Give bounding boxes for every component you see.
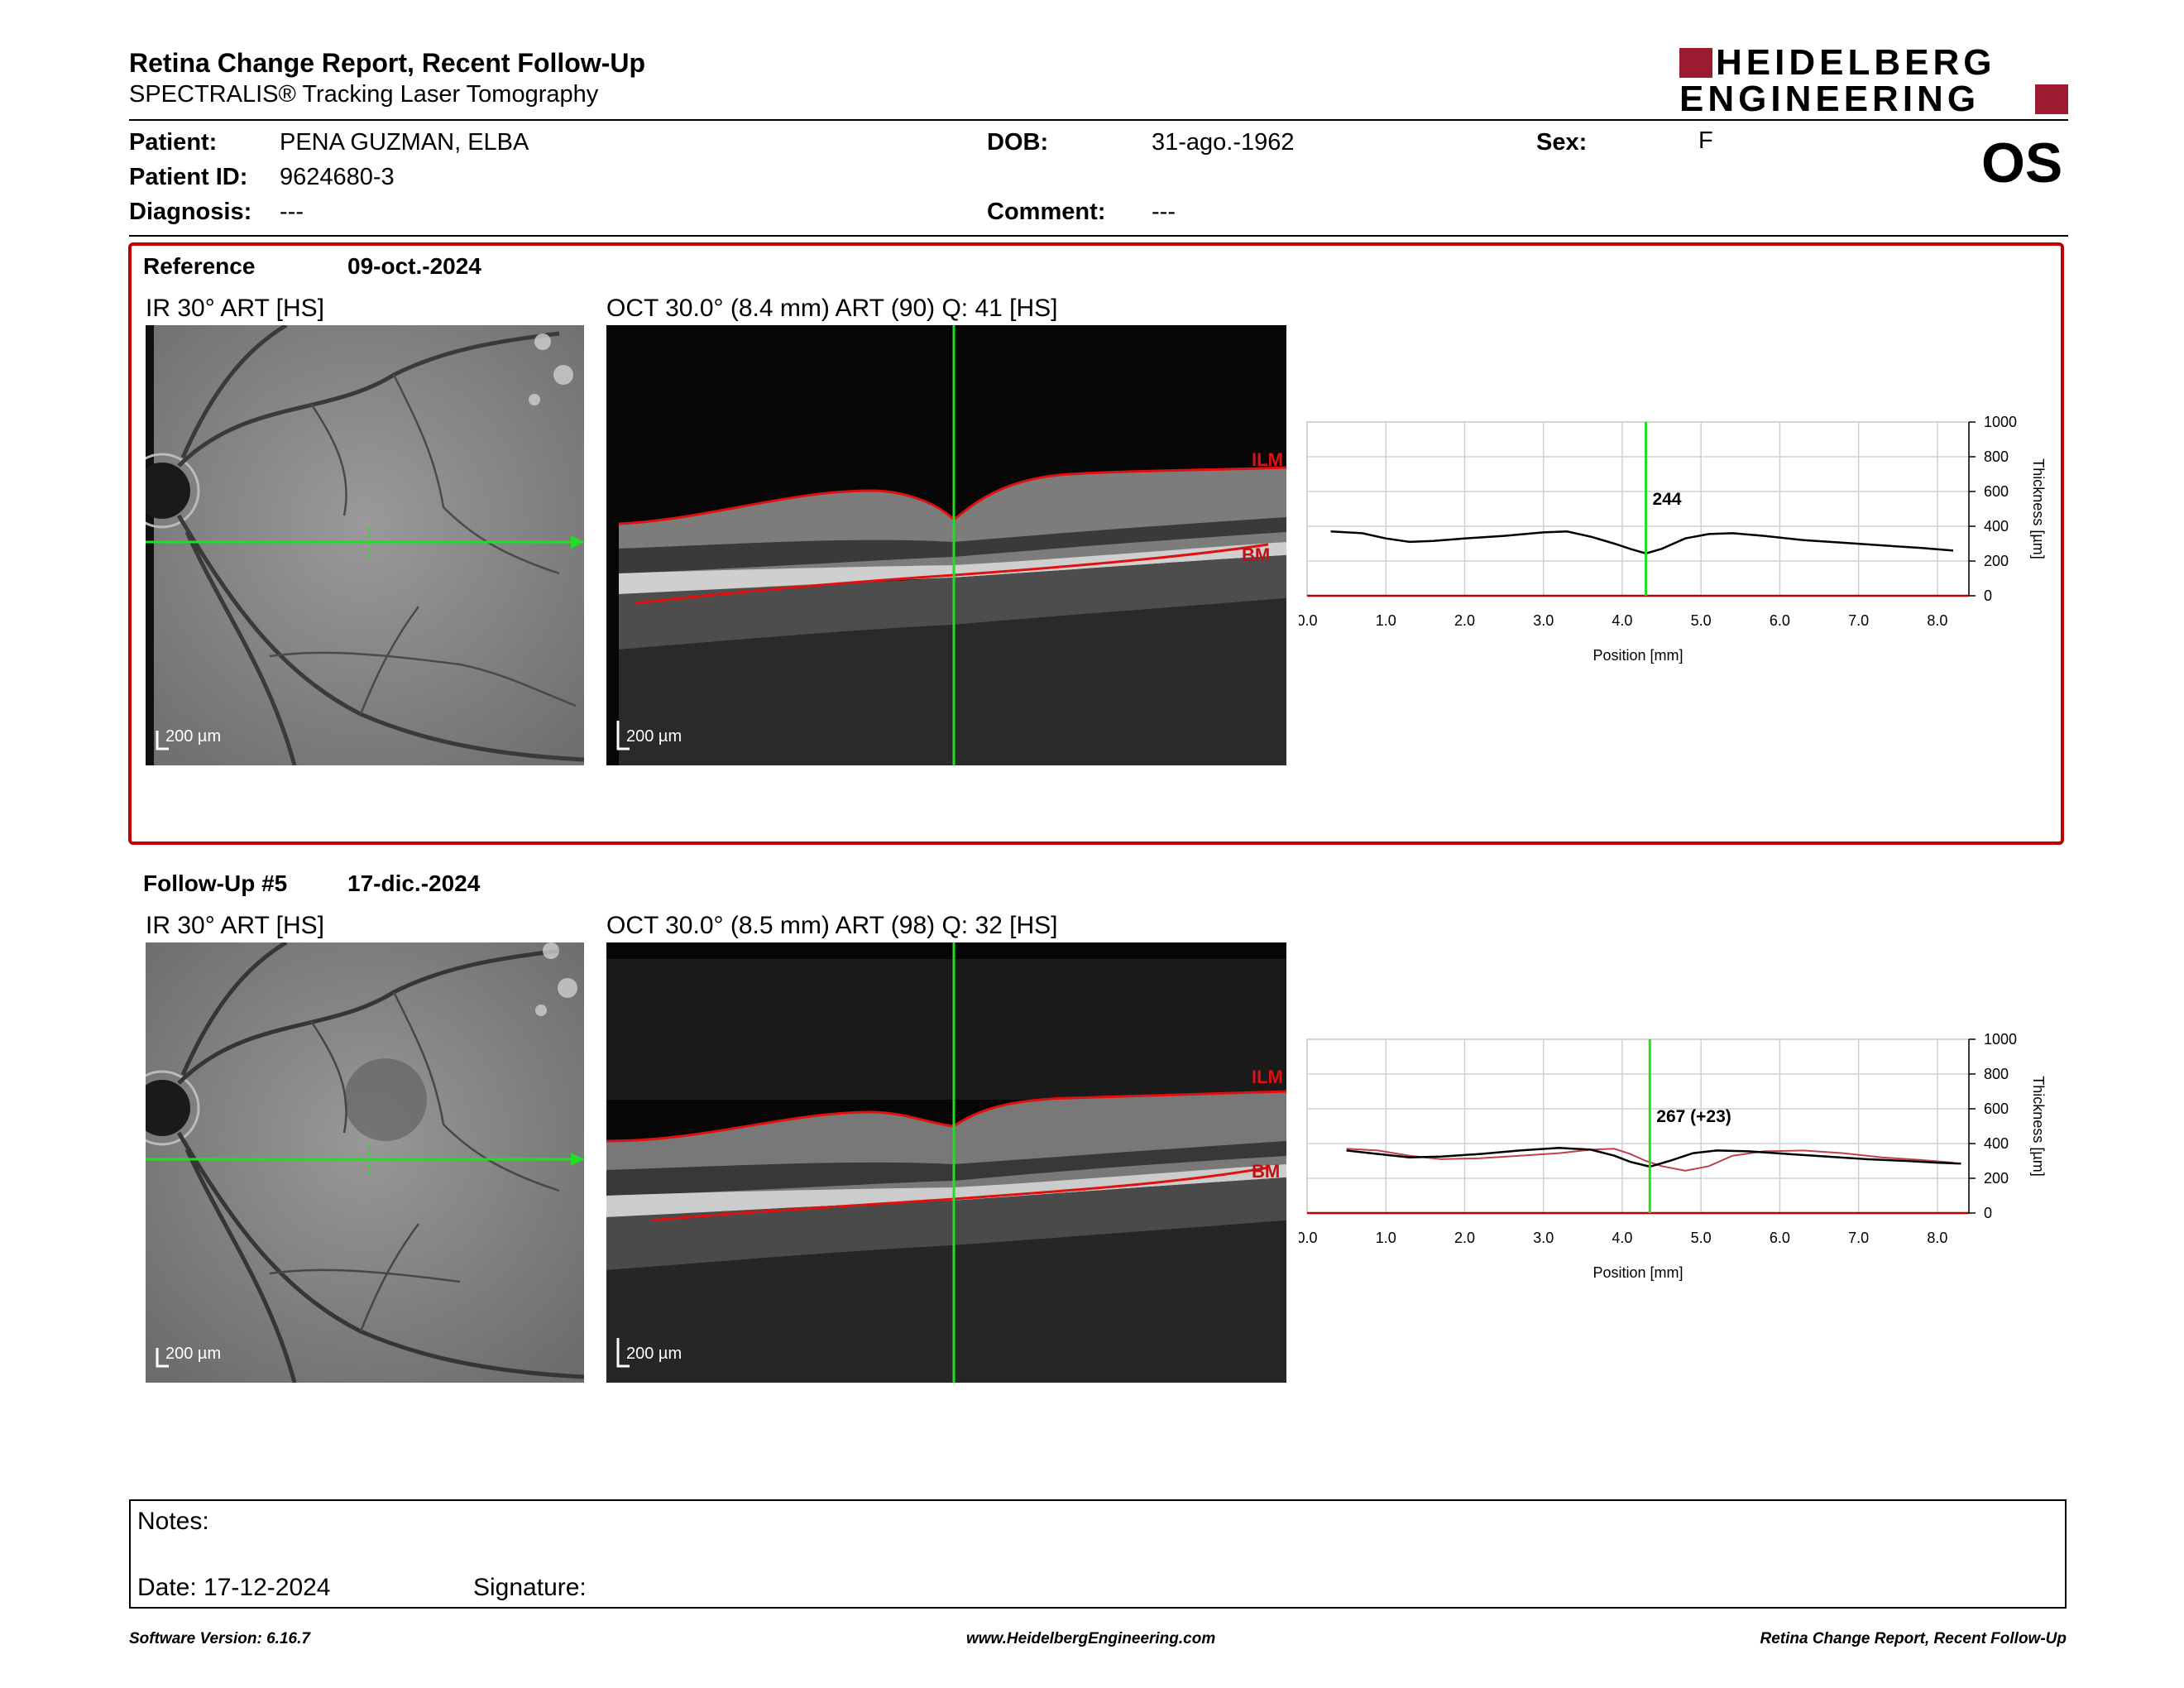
logo-line1: HEIDELBERG — [1716, 42, 1996, 83]
followup-oct-label: OCT 30.0° (8.5 mm) ART (98) Q: 32 [HS] — [606, 912, 1058, 939]
x-tick-label: 4.0 — [1612, 612, 1632, 629]
x-tick-label: 3.0 — [1533, 1230, 1554, 1246]
reference-box — [128, 242, 2064, 845]
thickness-line-series-0 — [1330, 530, 1954, 555]
header-divider — [129, 119, 2068, 121]
x-tick-label: 7.0 — [1848, 612, 1869, 629]
footer-report-name: Retina Change Report, Recent Follow-Up — [1760, 1630, 2067, 1647]
followup-thickness-chart: 0.0 1.0 2.0 3.0 4.0 5.0 6.0 7.0 8.0 0 200 400 600 800… — [1299, 1031, 2047, 1281]
report-title: Retina Change Report, Recent Follow-Up — [129, 48, 646, 78]
reference-oct-label: OCT 30.0° (8.4 mm) ART (90) Q: 41 [HS] — [606, 295, 1058, 322]
comment-value: --- — [1152, 199, 1176, 225]
marker-value-label: 267 (+23) — [1656, 1107, 1731, 1126]
followup-ir-image: 200 µm — [146, 942, 584, 1383]
x-tick-label: 0.0 — [1299, 612, 1318, 629]
reference-bm-label: BM — [1242, 544, 1270, 565]
reference-oct-image: ILM BM 200 µm — [606, 325, 1286, 765]
website: www.HeidelbergEngineering.com — [966, 1630, 1216, 1647]
marker-value-label: 244 — [1653, 490, 1682, 509]
dob-label: DOB: — [987, 129, 1049, 156]
followup-oct-scale: 200 µm — [626, 1345, 682, 1363]
y-tick-label: 400 — [1984, 518, 2009, 535]
followup-ir-label: IR 30° ART [HS] — [146, 912, 324, 939]
y-axis-label: Thickness [µm] — [2030, 458, 2047, 559]
x-tick-label: 6.0 — [1770, 612, 1790, 629]
reference-ir-image: 200 µm — [146, 325, 584, 765]
y-tick-label: 200 — [1984, 553, 2009, 569]
followup-label: Follow-Up #5 — [143, 870, 288, 896]
x-tick-label: 3.0 — [1533, 612, 1554, 629]
sex-value: F — [1698, 127, 1713, 154]
y-tick-label: 600 — [1984, 1101, 2009, 1117]
patient-id: 9624680-3 — [280, 164, 395, 190]
signature-label: Signature: — [473, 1574, 587, 1601]
y-tick-label: 0 — [1984, 1205, 1992, 1221]
x-tick-label: 8.0 — [1927, 612, 1947, 629]
comment-label: Comment: — [987, 199, 1106, 225]
x-tick-label: 2.0 — [1454, 612, 1475, 629]
diagnosis-value: --- — [280, 199, 304, 225]
notes-date: Date: 17-12-2024 — [137, 1574, 331, 1601]
x-tick-label: 7.0 — [1848, 1230, 1869, 1246]
x-tick-label: 5.0 — [1691, 1230, 1712, 1246]
reference-thickness-chart: 0.0 1.0 2.0 3.0 4.0 5.0 6.0 7.0 8.0 0 200 400 600 800… — [1299, 414, 2047, 664]
x-axis-label: Position [mm] — [1592, 647, 1683, 664]
y-tick-label: 0 — [1984, 587, 1992, 604]
x-tick-label: 6.0 — [1770, 1230, 1790, 1246]
x-tick-label: 2.0 — [1454, 1230, 1475, 1246]
patient-name: PENA GUZMAN, ELBA — [280, 129, 529, 156]
reference-date: 09-oct.-2024 — [347, 253, 481, 279]
plot-area — [1306, 421, 1970, 597]
y-axis-label: Thickness [µm] — [2030, 1076, 2047, 1176]
plot-area — [1306, 1038, 1970, 1214]
reference-ir-scale: 200 µm — [165, 727, 222, 746]
reference-label: Reference — [143, 253, 256, 279]
sex-label: Sex: — [1536, 129, 1588, 156]
software-version: Software Version: 6.16.7 — [129, 1630, 310, 1647]
x-axis-label: Position [mm] — [1592, 1264, 1683, 1281]
y-tick-label: 800 — [1984, 1066, 2009, 1082]
x-tick-label: 1.0 — [1376, 612, 1396, 629]
y-tick-label: 800 — [1984, 448, 2009, 465]
heidelberg-logo: HEIDELBERG ENGINEERING — [1679, 45, 2068, 117]
thickness-line-series-1 — [1346, 1148, 1954, 1172]
followup-date: 17-dic.-2024 — [347, 870, 481, 896]
y-tick-label: 600 — [1984, 483, 2009, 500]
reference-ilm-label: ILM — [1252, 449, 1283, 470]
eye-indicator: OS — [1981, 132, 2063, 194]
patient-id-label: Patient ID: — [129, 164, 248, 190]
diagnosis-label: Diagnosis: — [129, 199, 252, 225]
report-subtitle: SPECTRALIS® Tracking Laser Tomography — [129, 81, 599, 108]
y-tick-label: 1000 — [1984, 1031, 2017, 1048]
followup-ilm-label: ILM — [1252, 1067, 1283, 1087]
reference-ir-label: IR 30° ART [HS] — [146, 295, 324, 322]
logo-line2: ENGINEERING — [1679, 79, 1980, 119]
reference-oct-scale: 200 µm — [626, 727, 682, 746]
dob-value: 31-ago.-1962 — [1152, 129, 1295, 156]
followup-oct-image: ILM BM 200 µm — [606, 942, 1286, 1383]
notes-box: Notes: Date: 17-12-2024 Signature: — [129, 1499, 2067, 1609]
x-tick-label: 0.0 — [1299, 1230, 1318, 1246]
patient-label: Patient: — [129, 129, 218, 156]
followup-bm-label: BM — [1252, 1161, 1280, 1182]
x-tick-label: 1.0 — [1376, 1230, 1396, 1246]
y-tick-label: 200 — [1984, 1170, 2009, 1187]
notes-label: Notes: — [137, 1508, 209, 1535]
x-tick-label: 4.0 — [1612, 1230, 1632, 1246]
y-tick-label: 1000 — [1984, 414, 2017, 430]
followup-ir-scale: 200 µm — [165, 1345, 222, 1363]
y-tick-label: 400 — [1984, 1135, 2009, 1152]
x-tick-label: 8.0 — [1927, 1230, 1947, 1246]
info-divider — [129, 235, 2068, 237]
x-tick-label: 5.0 — [1691, 612, 1712, 629]
